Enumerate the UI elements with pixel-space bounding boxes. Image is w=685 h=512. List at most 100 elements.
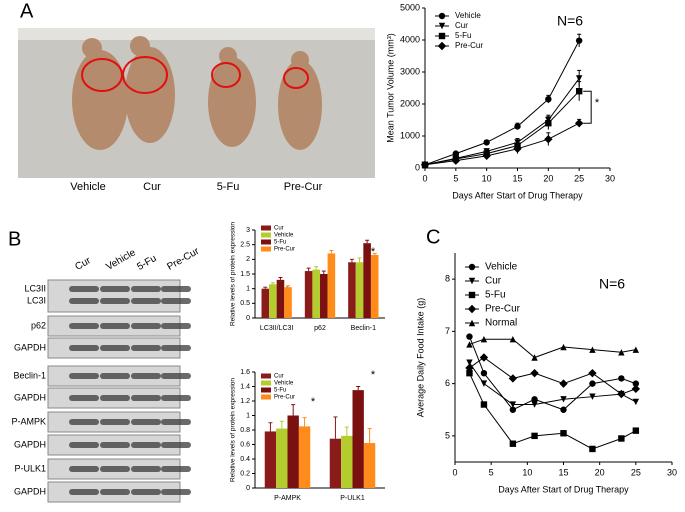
marker — [480, 380, 488, 387]
y-axis-label: Relative levels of protein expression — [230, 378, 237, 482]
series-line — [469, 372, 637, 450]
y-tick-label: 1.4 — [240, 383, 250, 390]
marker — [531, 396, 538, 403]
x-tick-label: 30 — [605, 173, 615, 183]
x-tick-label: 15 — [558, 467, 568, 477]
marker — [530, 368, 539, 378]
legend-swatch — [261, 232, 271, 238]
band — [100, 466, 130, 472]
band — [161, 419, 191, 425]
marker — [468, 319, 476, 327]
panel-label: C — [426, 226, 440, 248]
band — [69, 373, 99, 379]
y-axis-label: Mean Tumor Volume (mm³) — [385, 33, 395, 143]
marker — [466, 359, 473, 366]
marker — [575, 88, 583, 95]
marker — [438, 12, 446, 20]
lane-label: Pre-Cur — [165, 246, 201, 273]
band — [161, 286, 191, 292]
row-label: LC3I — [27, 295, 46, 305]
band — [161, 489, 191, 495]
band — [100, 286, 130, 292]
annotation: * — [371, 246, 376, 258]
y-tick-label: 3000 — [400, 66, 420, 76]
bar — [370, 254, 379, 318]
row-label: GAPDH — [14, 392, 46, 402]
bar — [304, 271, 313, 318]
bar — [312, 269, 320, 318]
marker — [480, 369, 488, 377]
marker — [618, 435, 625, 442]
legend-label: Pre-Cur — [485, 304, 521, 315]
band — [131, 442, 161, 448]
marker — [575, 37, 583, 44]
x-tick-label: LC3II/LC3I — [260, 325, 294, 332]
series-line — [424, 78, 580, 166]
photo — [18, 28, 375, 178]
y-tick-label: 0 — [246, 315, 250, 322]
band — [69, 466, 99, 472]
legend-label: Pre-Cur — [455, 41, 483, 50]
y-tick-label: 3 — [246, 227, 250, 234]
bar — [320, 274, 328, 318]
y-tick-label: 5000 — [400, 2, 420, 12]
band — [131, 345, 161, 351]
x-tick-label: 20 — [543, 173, 553, 183]
x-tick-label: 5 — [489, 467, 494, 477]
marker — [468, 291, 476, 299]
marker — [589, 380, 596, 387]
marker — [618, 375, 625, 382]
marker — [438, 22, 446, 30]
band — [131, 298, 161, 304]
series-line — [469, 362, 637, 406]
lane-label: Cur — [73, 255, 93, 273]
band — [131, 286, 161, 292]
annotation: N=6 — [557, 13, 583, 29]
y-tick-label: 1 — [246, 412, 250, 419]
y-tick-label: 6 — [445, 378, 450, 388]
y-tick-label: 2 — [246, 256, 250, 263]
marker — [438, 32, 446, 40]
legend-label: 5-Fu — [485, 290, 506, 301]
marker — [509, 406, 517, 413]
marker — [513, 144, 522, 153]
marker — [480, 401, 488, 408]
band — [100, 442, 130, 448]
bar — [287, 415, 299, 488]
y-tick-label: 2000 — [400, 98, 420, 108]
band — [161, 373, 191, 379]
band — [161, 466, 191, 472]
x-tick-label: 0 — [422, 173, 427, 183]
bar — [352, 390, 364, 488]
bar — [329, 438, 342, 488]
legend-label: 5-Fu — [274, 240, 286, 246]
marker — [465, 363, 474, 373]
legend-label: Vehicle — [455, 11, 481, 20]
marker — [466, 333, 473, 340]
annotation: * — [311, 396, 316, 408]
marker — [514, 123, 521, 130]
photo-label: 5-Fu — [217, 181, 240, 193]
band — [161, 323, 191, 329]
x-axis-label: Days After Start of Drug Therapy — [498, 484, 629, 494]
marker — [560, 396, 567, 403]
band — [100, 489, 130, 495]
marker — [468, 277, 476, 285]
panel-label: B — [8, 228, 21, 250]
x-tick-label: 10 — [482, 173, 492, 183]
marker — [437, 41, 447, 51]
marker — [588, 368, 597, 378]
annotation: * — [371, 369, 376, 381]
band — [131, 466, 161, 472]
photo-label: Pre-Cur — [284, 181, 323, 193]
y-tick-label: 0.8 — [240, 427, 250, 434]
legend-label: Cur — [274, 374, 284, 380]
band — [69, 323, 99, 329]
band — [69, 395, 99, 401]
panel-label: A — [20, 0, 34, 22]
bar — [348, 262, 356, 318]
y-tick-label: 0.4 — [240, 456, 250, 463]
marker — [545, 120, 552, 127]
legend-swatch — [261, 225, 271, 231]
x-tick-label: 20 — [595, 467, 605, 477]
